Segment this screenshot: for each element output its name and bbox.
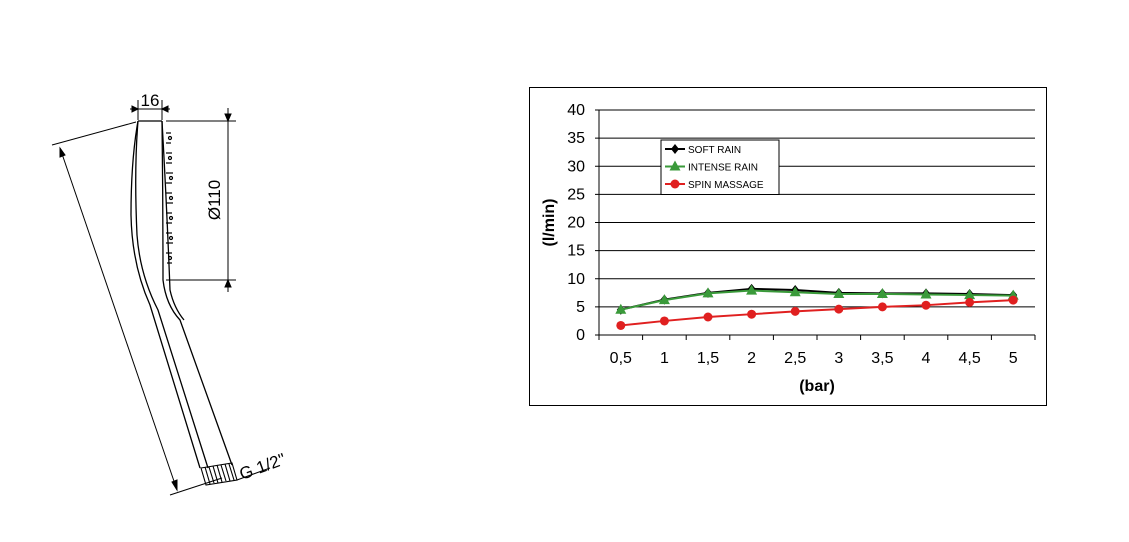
data-point [964,289,976,300]
legend-swatch-marker [669,160,681,171]
series-line [620,299,1014,327]
data-point [659,316,669,326]
x-axis-title: (bar) [799,378,835,395]
length-dimension [51,121,223,496]
y-tick-label: 0 [576,327,585,344]
data-point [789,286,801,297]
data-point [921,300,931,310]
thread-label: G 1/2" [237,450,288,484]
chart-svg: 0 5 10 15 20 25 30 35 40 0,5 1 1,5 2 2,5 3 3,5 4 4,5 5 (l… [541,102,1036,395]
series-lines [615,283,1019,330]
legend-item: SPIN MASSAGE [665,179,764,191]
data-point [876,287,888,298]
data-point [616,320,626,330]
flow-rate-chart: 0 5 10 15 20 25 30 35 40 0,5 1 1,5 2 2,5 3 3,5 4 4,5 5 (l… [529,87,1047,406]
legend-swatch-marker [671,144,679,154]
y-tick-label: 25 [567,186,585,203]
y-tick-label: 40 [567,102,585,119]
legend-item: INTENSE RAIN [665,160,758,174]
y-tick-labels: 0 5 10 15 20 25 30 35 40 [567,102,585,344]
x-tick-label: 5 [1009,350,1018,367]
data-point [790,306,800,316]
data-point [965,297,975,307]
x-tick-label: 3 [834,350,843,367]
legend-label: INTENSE RAIN [688,163,758,174]
spray-nozzles [166,132,174,264]
y-tick-label: 30 [567,158,585,175]
data-point [1008,295,1018,305]
data-point [877,302,887,312]
x-tick-label: 2 [747,350,756,367]
data-point [702,287,714,298]
x-tick-label: 3,5 [871,350,893,367]
thread-connector [200,462,271,486]
hand-shower-drawing: 16 Ø110 [51,91,288,496]
data-point [658,294,670,305]
data-point [834,304,844,314]
series-line [620,289,1014,311]
x-tick-label: 1,5 [697,350,719,367]
series-spin-massage [616,295,1018,330]
data-point [833,287,845,298]
y-tick-label: 35 [567,130,585,147]
x-tick-label: 4,5 [958,350,980,367]
diameter-label: Ø110 [205,180,224,220]
y-tick-label: 20 [567,215,585,232]
data-point [920,288,932,299]
y-axis-title: (l/min) [541,199,558,247]
width-dimension [130,100,170,120]
legend-item: SOFT RAIN [665,144,741,156]
x-tick-label: 4 [922,350,931,367]
legend: SOFT RAIN INTENSE RAIN SPIN MASSAGE [660,139,780,195]
y-tick-label: 15 [567,243,585,260]
legend-label: SPIN MASSAGE [688,180,764,191]
y-tick-label: 10 [567,271,585,288]
x-tick-label: 1 [660,350,669,367]
legend-label: SOFT RAIN [688,145,741,156]
data-point [703,312,713,322]
series-intense-rain [615,284,1019,314]
diameter-dimension [166,108,236,292]
y-tick-label: 5 [576,299,585,316]
x-tick-label: 2,5 [784,350,806,367]
data-point [615,303,627,314]
legend-swatch-marker [670,179,680,189]
width-label: 16 [141,91,160,110]
shower-body [130,120,233,469]
x-tick-labels: 0,5 1 1,5 2 2,5 3 3,5 4 4,5 5 [610,350,1018,367]
data-point [746,284,758,295]
x-tick-label: 0,5 [610,350,632,367]
data-point [747,309,757,319]
